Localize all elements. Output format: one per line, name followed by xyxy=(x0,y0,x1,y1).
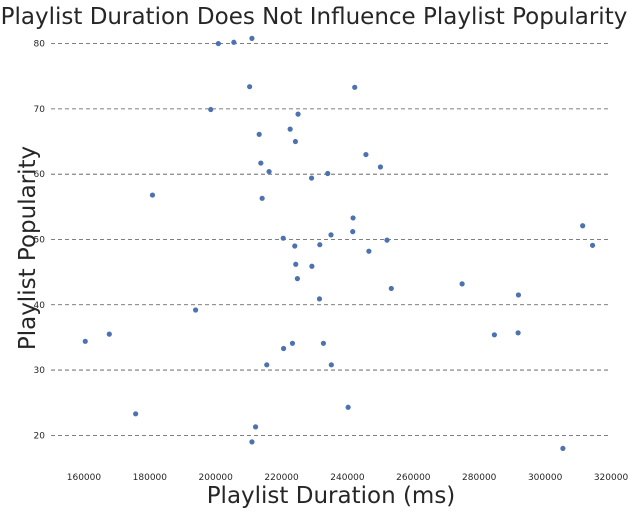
data-point xyxy=(350,229,356,235)
x-tick-label: 180000 xyxy=(133,473,168,483)
scatter-points xyxy=(82,35,596,452)
data-point xyxy=(308,175,315,181)
data-point xyxy=(560,445,566,452)
data-point xyxy=(133,411,139,417)
x-tick-label: 200000 xyxy=(199,473,234,483)
data-point xyxy=(295,111,301,117)
data-point xyxy=(264,362,270,368)
data-point xyxy=(515,330,521,336)
data-point xyxy=(294,276,300,282)
x-tick-label: 300000 xyxy=(528,473,563,483)
data-point xyxy=(580,223,586,229)
data-point xyxy=(258,160,264,166)
data-point xyxy=(149,192,156,198)
data-point xyxy=(266,168,272,175)
data-point xyxy=(589,242,596,248)
data-point xyxy=(388,285,394,292)
data-point xyxy=(287,126,293,132)
data-point xyxy=(366,248,372,254)
x-tick-label: 260000 xyxy=(396,473,431,483)
data-point xyxy=(352,84,358,90)
data-point xyxy=(309,263,315,269)
data-point xyxy=(82,338,88,344)
data-point xyxy=(259,195,265,201)
data-point xyxy=(320,340,327,346)
y-tick-label: 60 xyxy=(34,170,46,180)
data-point xyxy=(247,84,253,90)
data-point xyxy=(289,340,296,346)
y-tick-label: 50 xyxy=(34,235,46,245)
data-point xyxy=(325,170,331,177)
data-point xyxy=(106,331,112,337)
data-point xyxy=(193,307,199,313)
x-tick-label: 320000 xyxy=(594,473,628,483)
y-tick-label: 70 xyxy=(34,105,46,115)
x-axis-title: Playlist Duration (ms) xyxy=(207,483,456,509)
x-tick-label: 280000 xyxy=(462,473,497,483)
data-point xyxy=(280,345,287,352)
data-point xyxy=(292,243,298,249)
data-point xyxy=(345,404,351,410)
y-axis-tick-labels: 20 30 40 50 60 70 80 xyxy=(34,40,46,442)
data-point xyxy=(491,332,497,338)
data-point xyxy=(280,235,286,241)
y-tick-label: 80 xyxy=(34,40,46,50)
data-point xyxy=(328,362,334,368)
data-point xyxy=(316,296,323,302)
y-tick-label: 20 xyxy=(34,431,46,441)
data-point xyxy=(363,151,369,158)
x-tick-label: 160000 xyxy=(67,473,102,483)
data-point xyxy=(256,131,262,137)
data-point xyxy=(317,242,323,248)
data-point xyxy=(215,40,221,47)
data-point xyxy=(252,424,259,430)
x-tick-label: 240000 xyxy=(330,473,365,483)
data-point xyxy=(293,261,299,267)
x-tick-label: 220000 xyxy=(264,473,299,483)
data-point xyxy=(515,292,522,298)
y-tick-label: 30 xyxy=(34,366,46,376)
data-point xyxy=(249,439,255,445)
data-point xyxy=(208,106,214,113)
data-point xyxy=(249,35,255,41)
chart-title: Playlist Duration Does Not Influence Pla… xyxy=(0,4,628,30)
data-point xyxy=(377,164,384,170)
data-point xyxy=(292,138,299,145)
y-axis-title: Playlist Popularity xyxy=(15,146,41,350)
data-point xyxy=(328,232,334,238)
data-point xyxy=(350,215,356,221)
y-tick-label: 40 xyxy=(34,301,46,311)
data-point xyxy=(459,281,465,287)
x-axis-tick-labels: 160000 180000 200000 220000 240000 260000 2800… xyxy=(67,473,628,483)
grid-lines xyxy=(51,43,611,436)
data-point xyxy=(384,237,390,243)
data-point xyxy=(231,39,237,45)
